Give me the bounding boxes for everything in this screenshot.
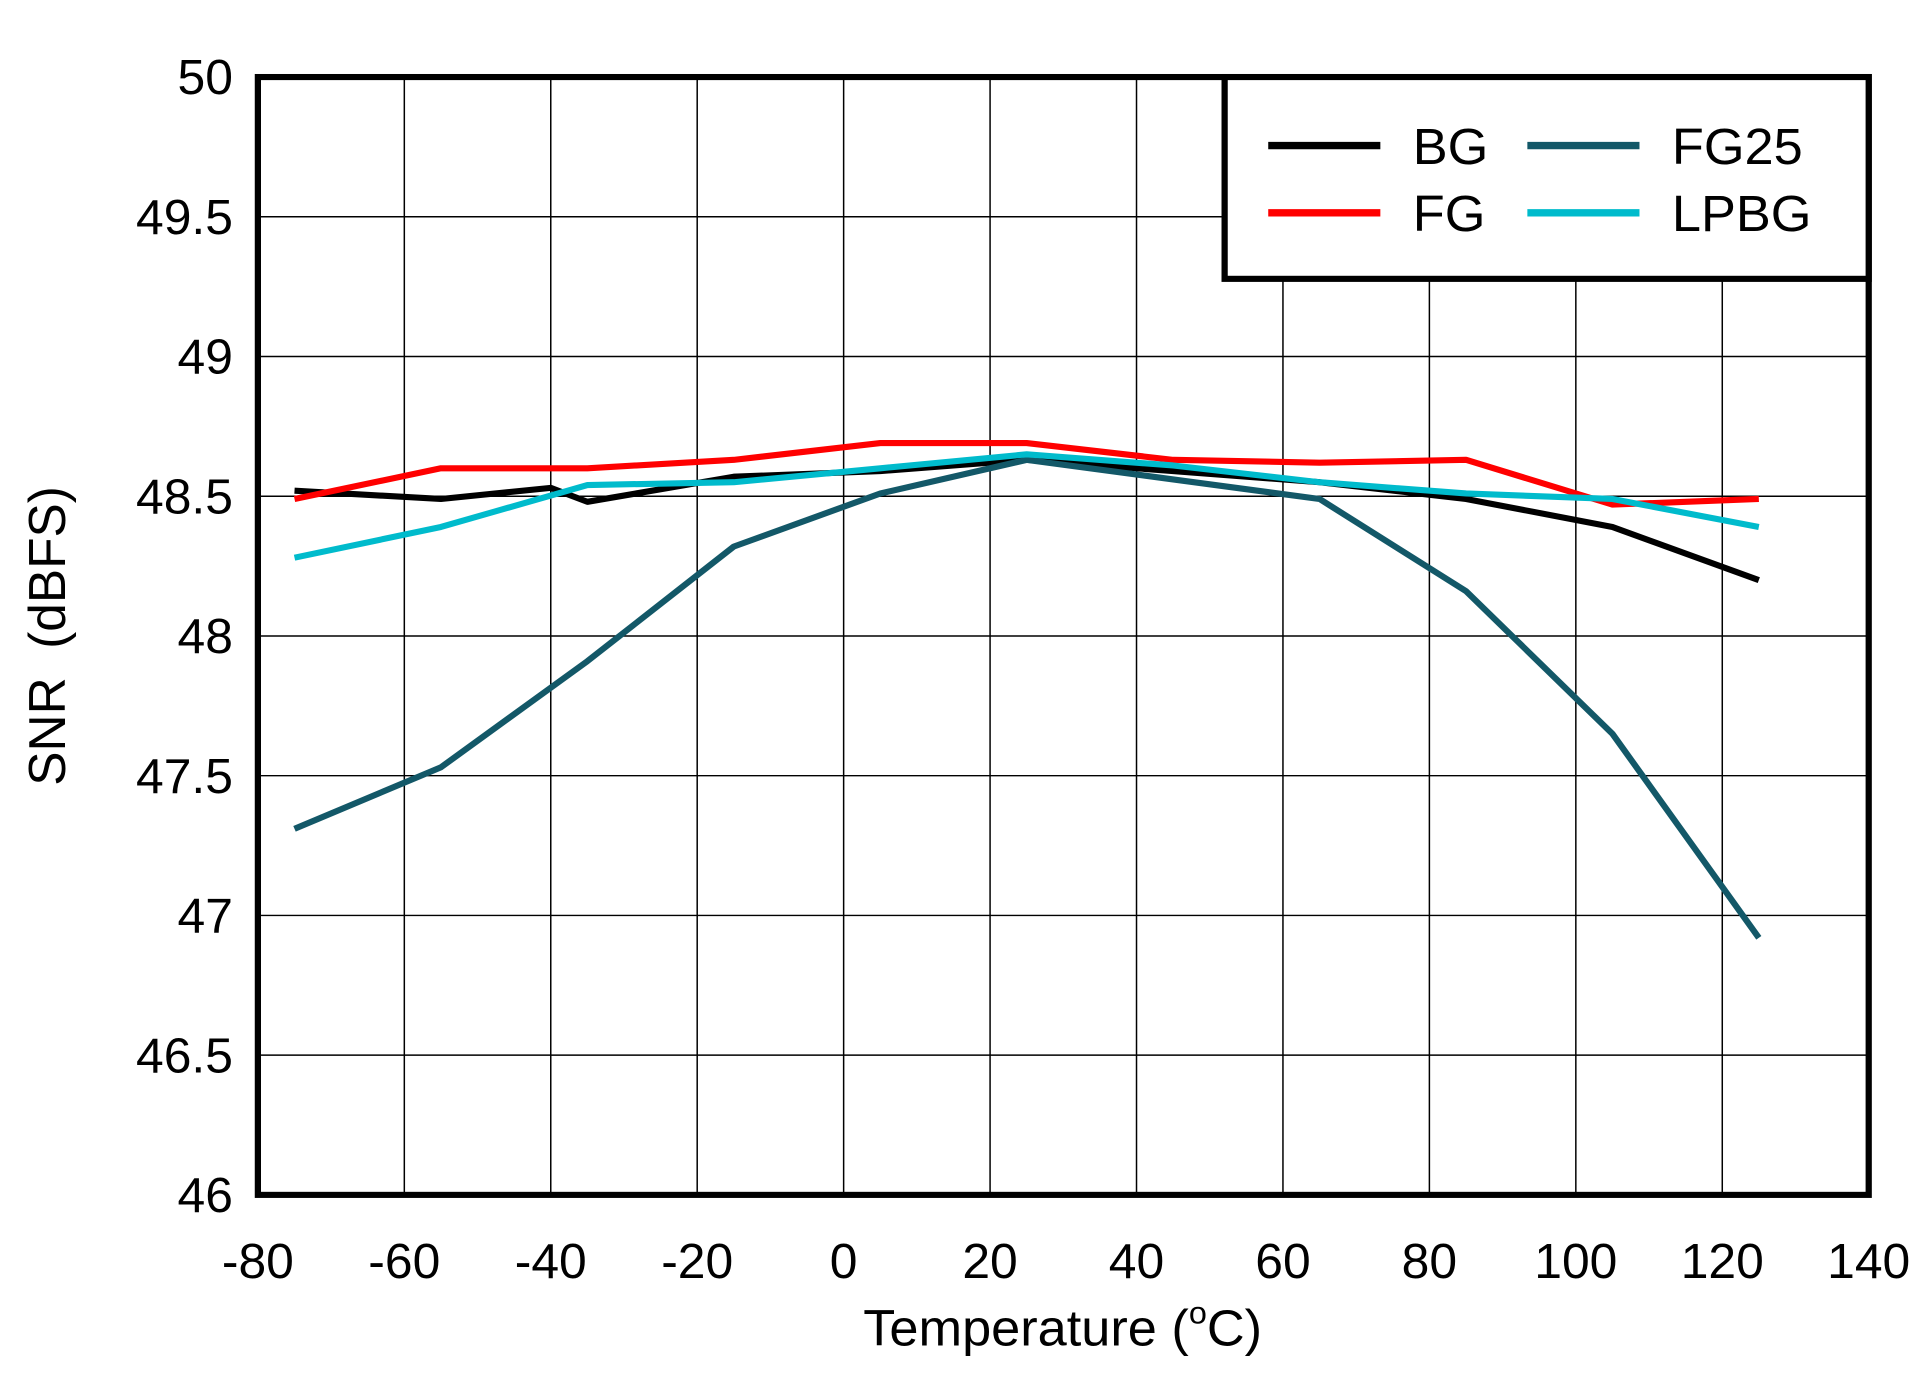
legend-label-fg: FG: [1413, 185, 1486, 242]
x-tick-label: 80: [1402, 1234, 1457, 1288]
y-tick-label: 47: [178, 889, 233, 943]
y-tick-label: 50: [178, 51, 233, 105]
legend-label-lpbg: LPBG: [1672, 185, 1812, 242]
series-line-fg25: [293, 456, 1762, 940]
grid: [257, 76, 1870, 1196]
x-tick-label: 140: [1827, 1234, 1910, 1288]
plot-frame: [254, 73, 1872, 1198]
x-tick-label: -80: [222, 1234, 294, 1288]
x-tick-label: 100: [1534, 1234, 1617, 1288]
x-tick-label: -40: [515, 1234, 587, 1288]
x-axis-title: Temperature (oC): [863, 1295, 1262, 1357]
x-tick-label: 60: [1255, 1234, 1310, 1288]
y-tick-label: 49.5: [136, 190, 233, 244]
y-tick-label: 46: [178, 1168, 233, 1222]
y-axis-title: SNR (dBFS): [17, 486, 76, 786]
y-tick-labels: 46 46.5 47 47.5 48 48.5 49 49.5 50: [136, 51, 233, 1223]
legend-label-bg: BG: [1413, 117, 1489, 174]
y-tick-label: 49: [178, 330, 233, 384]
x-tick-labels: -80 -60 -40 -20 0 20 40 60 80 100 120 140: [222, 1234, 1910, 1288]
series-line-lpbg: [293, 451, 1760, 561]
x-tick-label: -20: [661, 1234, 733, 1288]
y-tick-label: 46.5: [136, 1029, 233, 1083]
x-tick-label: 20: [962, 1234, 1017, 1288]
legend-box: [1221, 73, 1872, 282]
legend-label-fg25: FG25: [1672, 117, 1803, 174]
series-lines: [293, 440, 1762, 940]
series-line-fg: [293, 440, 1759, 508]
x-tick-label: 40: [1109, 1234, 1164, 1288]
y-tick-label: 48.5: [136, 470, 233, 524]
x-tick-label: -60: [368, 1234, 440, 1288]
legend: BG FG FG25 LPBG: [1221, 73, 1872, 282]
x-tick-label: 120: [1681, 1234, 1764, 1288]
y-tick-label: 47.5: [136, 749, 233, 803]
series-line-bg: [294, 456, 1760, 583]
y-tick-label: 48: [178, 609, 233, 663]
x-tick-label: 0: [830, 1234, 858, 1288]
